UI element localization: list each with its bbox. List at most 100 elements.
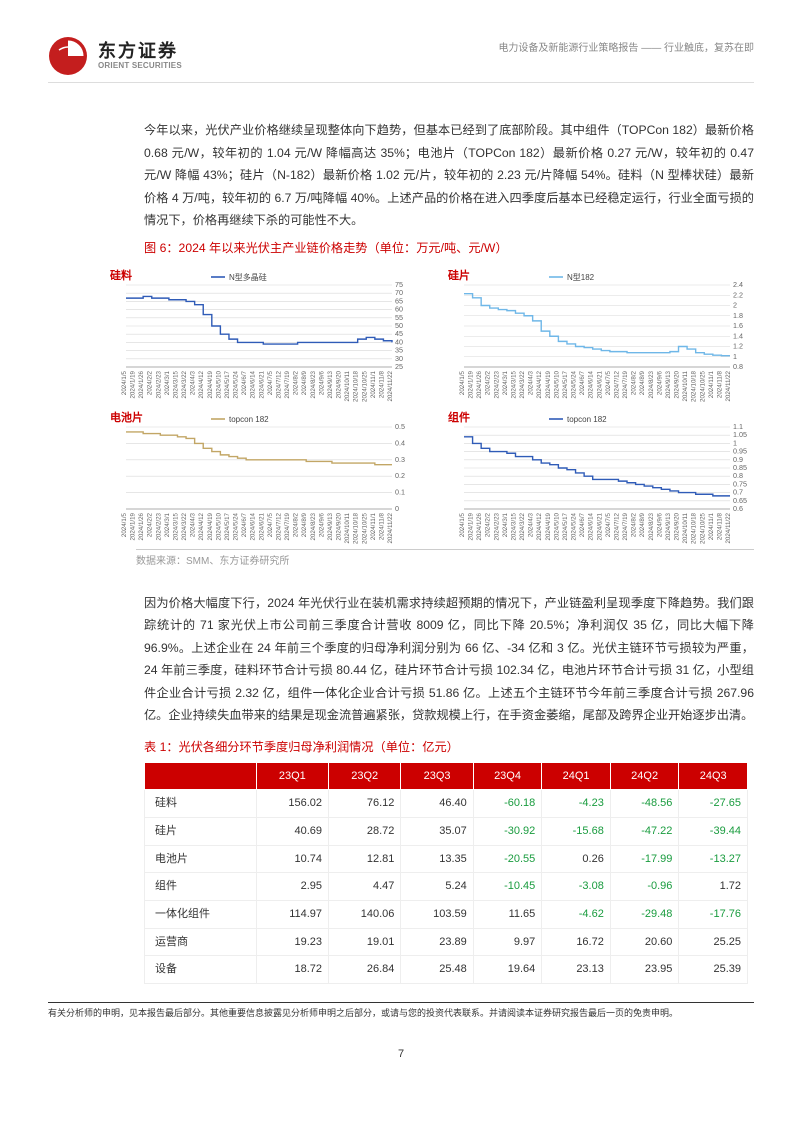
svg-text:0.5: 0.5 [395, 422, 405, 431]
svg-text:2024/10/11: 2024/10/11 [682, 512, 689, 543]
svg-text:0: 0 [395, 504, 399, 513]
svg-text:2024/11/22: 2024/11/22 [387, 370, 394, 401]
svg-text:2024/1/26: 2024/1/26 [476, 370, 483, 398]
svg-text:1.1: 1.1 [733, 422, 743, 431]
table-cell: 13.35 [401, 845, 473, 873]
svg-text:2024/11/1: 2024/11/1 [370, 512, 377, 540]
svg-text:2024/8/9: 2024/8/9 [301, 370, 308, 395]
svg-text:2024/3/1: 2024/3/1 [164, 512, 171, 537]
svg-text:2024/3/15: 2024/3/15 [510, 512, 517, 540]
svg-text:2024/3/22: 2024/3/22 [519, 512, 526, 540]
svg-text:2024/5/10: 2024/5/10 [215, 370, 222, 398]
table-cell: 9.97 [473, 928, 542, 956]
svg-text:2024/2/23: 2024/2/23 [155, 512, 162, 540]
svg-text:65: 65 [395, 296, 403, 305]
svg-text:2024/4/3: 2024/4/3 [190, 512, 197, 537]
svg-text:2024/3/22: 2024/3/22 [181, 512, 188, 540]
svg-text:2024/6/14: 2024/6/14 [588, 370, 595, 398]
table-row: 组件2.954.475.24-10.45-3.08-0.961.72 [145, 873, 748, 901]
svg-text:2024/1/26: 2024/1/26 [138, 370, 145, 398]
svg-text:2024/7/19: 2024/7/19 [284, 512, 291, 540]
table-cell: 35.07 [401, 818, 473, 846]
page-header: 东方证券 ORIENT SECURITIES 电力设备及新能源行业策略报告 ——… [48, 36, 754, 76]
svg-text:2024/7/5: 2024/7/5 [605, 370, 612, 395]
chart-label: 硅片 [448, 267, 470, 286]
svg-text:2024/5/17: 2024/5/17 [224, 370, 231, 398]
table-cell: 4.47 [329, 873, 401, 901]
svg-text:2024/4/12: 2024/4/12 [198, 512, 205, 540]
table-header: 23Q2 [329, 762, 401, 790]
svg-text:2024/6/21: 2024/6/21 [258, 512, 265, 540]
svg-text:2024/6/7: 2024/6/7 [579, 370, 586, 395]
svg-text:45: 45 [395, 329, 403, 338]
table-cell: 23.95 [610, 956, 679, 984]
svg-text:2024/9/20: 2024/9/20 [674, 512, 681, 540]
svg-text:2024/6/21: 2024/6/21 [258, 370, 265, 398]
svg-text:2024/11/8: 2024/11/8 [716, 370, 723, 398]
svg-text:2024/10/11: 2024/10/11 [682, 370, 689, 401]
svg-text:2024/1/19: 2024/1/19 [130, 370, 137, 398]
svg-text:2024/10/11: 2024/10/11 [344, 512, 351, 543]
svg-text:0.6: 0.6 [733, 504, 743, 513]
svg-text:2024/10/25: 2024/10/25 [361, 512, 368, 544]
svg-text:1: 1 [733, 438, 737, 447]
header-divider [48, 82, 754, 83]
svg-text:0.85: 0.85 [733, 463, 747, 472]
svg-text:0.95: 0.95 [733, 446, 747, 455]
svg-text:2024/9/20: 2024/9/20 [674, 370, 681, 398]
table-cell: 组件 [145, 873, 257, 901]
table-cell: 23.89 [401, 928, 473, 956]
table-cell: 114.97 [256, 901, 328, 929]
svg-text:0.8: 0.8 [733, 471, 743, 480]
table-cell: -47.22 [610, 818, 679, 846]
svg-text:2024/10/18: 2024/10/18 [691, 512, 698, 544]
svg-text:2024/11/8: 2024/11/8 [716, 512, 723, 540]
svg-text:2024/3/1: 2024/3/1 [502, 370, 509, 395]
table-cell: -27.65 [679, 790, 748, 818]
svg-text:2024/5/24: 2024/5/24 [571, 370, 578, 398]
table-cell: -4.23 [542, 790, 611, 818]
chart-svg: 0.60.650.70.750.80.850.90.9511.051.12024… [430, 405, 760, 545]
svg-text:2024/6/14: 2024/6/14 [250, 512, 257, 540]
table-cell: 76.12 [329, 790, 401, 818]
svg-text:30: 30 [395, 353, 403, 362]
svg-text:0.65: 0.65 [733, 495, 747, 504]
table-row: 运营商19.2319.0123.899.9716.7220.6025.25 [145, 928, 748, 956]
table-header: 23Q4 [473, 762, 542, 790]
figure-6: 硅料25303540455055606570752024/1/52024/1/1… [92, 263, 754, 570]
chart-label: 硅料 [110, 267, 132, 286]
svg-text:2024/8/2: 2024/8/2 [631, 370, 638, 395]
table-cell: 156.02 [256, 790, 328, 818]
svg-text:2024/6/14: 2024/6/14 [588, 512, 595, 540]
table-cell: 0.26 [542, 845, 611, 873]
svg-text:2024/9/6: 2024/9/6 [656, 512, 663, 537]
table-cell: 40.69 [256, 818, 328, 846]
table-cell: 103.59 [401, 901, 473, 929]
table-cell: -10.45 [473, 873, 542, 901]
svg-text:2024/4/19: 2024/4/19 [207, 512, 214, 540]
table-cell: 140.06 [329, 901, 401, 929]
table-cell: 5.24 [401, 873, 473, 901]
table-cell: 25.25 [679, 928, 748, 956]
table-row: 设备18.7226.8425.4819.6423.1323.9525.39 [145, 956, 748, 984]
svg-text:2024/4/19: 2024/4/19 [545, 370, 552, 398]
table-header: 24Q2 [610, 762, 679, 790]
svg-text:2024/7/12: 2024/7/12 [613, 370, 620, 398]
disclaimer-footer: 有关分析师的申明，见本报告最后部分。其他重要信息披露见分析师申明之后部分，或请与… [48, 1002, 754, 1021]
svg-text:2024/6/7: 2024/6/7 [579, 512, 586, 537]
svg-text:2024/6/21: 2024/6/21 [596, 512, 603, 540]
svg-text:2024/1/5: 2024/1/5 [459, 512, 466, 537]
svg-text:2024/7/5: 2024/7/5 [605, 512, 612, 537]
table-cell: 10.74 [256, 845, 328, 873]
svg-text:2024/5/17: 2024/5/17 [562, 512, 569, 540]
table-cell: 电池片 [145, 845, 257, 873]
paragraph-1: 今年以来，光伏产业价格继续呈现整体向下趋势，但基本已经到了底部阶段。其中组件（T… [144, 119, 754, 232]
svg-text:0.1: 0.1 [395, 487, 405, 496]
svg-text:25: 25 [395, 362, 403, 371]
svg-text:2024/1/26: 2024/1/26 [138, 512, 145, 540]
table-header [145, 762, 257, 790]
table-cell: 19.64 [473, 956, 542, 984]
svg-text:2024/7/19: 2024/7/19 [622, 370, 629, 398]
table-cell: -15.68 [542, 818, 611, 846]
chart-svg: 25303540455055606570752024/1/52024/1/192… [92, 263, 422, 403]
